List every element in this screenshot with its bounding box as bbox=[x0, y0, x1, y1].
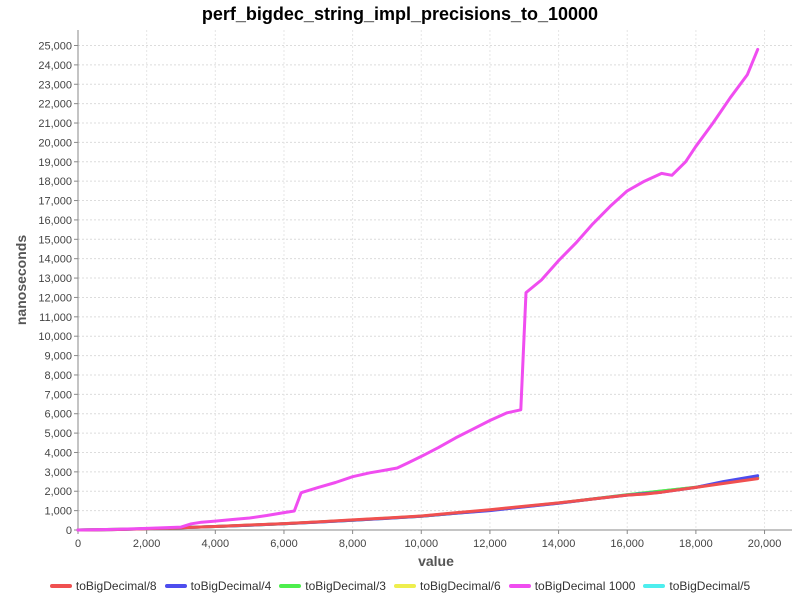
legend-swatch bbox=[49, 584, 72, 588]
y-tick-label: 5,000 bbox=[44, 428, 72, 440]
legend-label: toBigDecimal/6 bbox=[419, 579, 501, 593]
y-tick-label: 6,000 bbox=[44, 409, 72, 421]
series-line-tobigdecimal-8 bbox=[76, 477, 760, 532]
x-tick-label: 6,000 bbox=[270, 538, 298, 550]
series-line-tobigdecimal-3 bbox=[76, 475, 760, 532]
axes: 0 1,000 2,000 3,000 4,000 5,000 6,000 7,000 8,00… bbox=[38, 30, 792, 550]
legend-label: toBigDecimal 1000 bbox=[534, 579, 636, 593]
y-tick-label: 10,000 bbox=[38, 331, 72, 343]
legend-swatch bbox=[279, 584, 302, 588]
y-tick-label: 1,000 bbox=[44, 506, 72, 518]
y-tick-label: 21,000 bbox=[38, 118, 72, 130]
legend-item: toBigDecimal/6 bbox=[393, 579, 501, 593]
legend-item: toBigDecimal/5 bbox=[643, 579, 750, 593]
y-tick-label: 18,000 bbox=[38, 176, 72, 188]
y-tick-label: 19,000 bbox=[38, 157, 72, 169]
y-tick-label: 3,000 bbox=[44, 467, 72, 479]
y-axis-label: nanoseconds bbox=[13, 235, 29, 325]
chart-title: perf_bigdec_string_impl_precisions_to_10… bbox=[201, 4, 599, 24]
x-tick-label: 14,000 bbox=[542, 538, 576, 550]
legend-item: toBigDecimal/3 bbox=[279, 579, 386, 593]
y-tick-label: 12,000 bbox=[38, 292, 72, 304]
y-tick-label: 13,000 bbox=[38, 273, 72, 285]
legend-item: toBigDecimal 1000 bbox=[508, 579, 636, 593]
y-tick-label: 23,000 bbox=[38, 79, 72, 91]
y-tick-label: 16,000 bbox=[38, 215, 72, 227]
y-tick-label: 22,000 bbox=[38, 99, 72, 111]
legend: toBigDecimal/8 toBigDecimal/4 toBigDecimal… bbox=[0, 579, 800, 593]
y-tick-label: 8,000 bbox=[44, 370, 72, 382]
x-tick-label: 4,000 bbox=[202, 538, 230, 550]
legend-label: toBigDecimal/8 bbox=[75, 579, 157, 593]
x-tick-label: 8,000 bbox=[339, 538, 367, 550]
x-tick-label: 16,000 bbox=[610, 538, 644, 550]
series-line-tobigdecimal-5 bbox=[76, 476, 760, 532]
y-tick-label: 0 bbox=[66, 525, 72, 537]
y-tick-label: 17,000 bbox=[38, 196, 72, 208]
legend-swatch bbox=[164, 584, 187, 588]
x-tick-label: 10,000 bbox=[404, 538, 438, 550]
y-tick-label: 9,000 bbox=[44, 351, 72, 363]
legend-swatch bbox=[643, 584, 666, 588]
y-tick-label: 15,000 bbox=[38, 234, 72, 246]
y-tick-label: 2,000 bbox=[44, 486, 72, 498]
y-tick-label: 25,000 bbox=[38, 41, 72, 53]
legend-label: toBigDecimal/3 bbox=[305, 579, 386, 593]
x-axis-label: value bbox=[418, 553, 454, 569]
legend-swatch bbox=[508, 584, 531, 588]
legend-swatch bbox=[393, 584, 416, 588]
legend-label: toBigDecimal/4 bbox=[190, 579, 272, 593]
y-tick-label: 11,000 bbox=[39, 312, 72, 324]
y-tick-label: 14,000 bbox=[38, 254, 72, 266]
y-tick-label: 20,000 bbox=[38, 137, 72, 149]
grid-lines bbox=[77, 30, 792, 531]
y-tick-label: 4,000 bbox=[44, 447, 72, 459]
legend-item: toBigDecimal/8 bbox=[49, 579, 157, 593]
x-tick-label: 12,000 bbox=[473, 538, 507, 550]
x-tick-label: 0 bbox=[75, 538, 81, 550]
x-tick-label: 20,000 bbox=[748, 538, 782, 550]
series-line-tobigdecimal-4 bbox=[76, 474, 760, 532]
legend-label: toBigDecimal/5 bbox=[669, 579, 751, 593]
series-line-tobigdecimal-6 bbox=[76, 476, 760, 532]
x-tick-label: 18,000 bbox=[679, 538, 713, 550]
series-lines bbox=[76, 47, 760, 532]
x-tick-label: 2,000 bbox=[133, 538, 161, 550]
y-tick-label: 7,000 bbox=[44, 389, 72, 401]
legend-item: toBigDecimal/4 bbox=[164, 579, 272, 593]
y-tick-label: 24,000 bbox=[38, 60, 72, 72]
series-line-tobigdecimal-1000 bbox=[76, 47, 760, 532]
